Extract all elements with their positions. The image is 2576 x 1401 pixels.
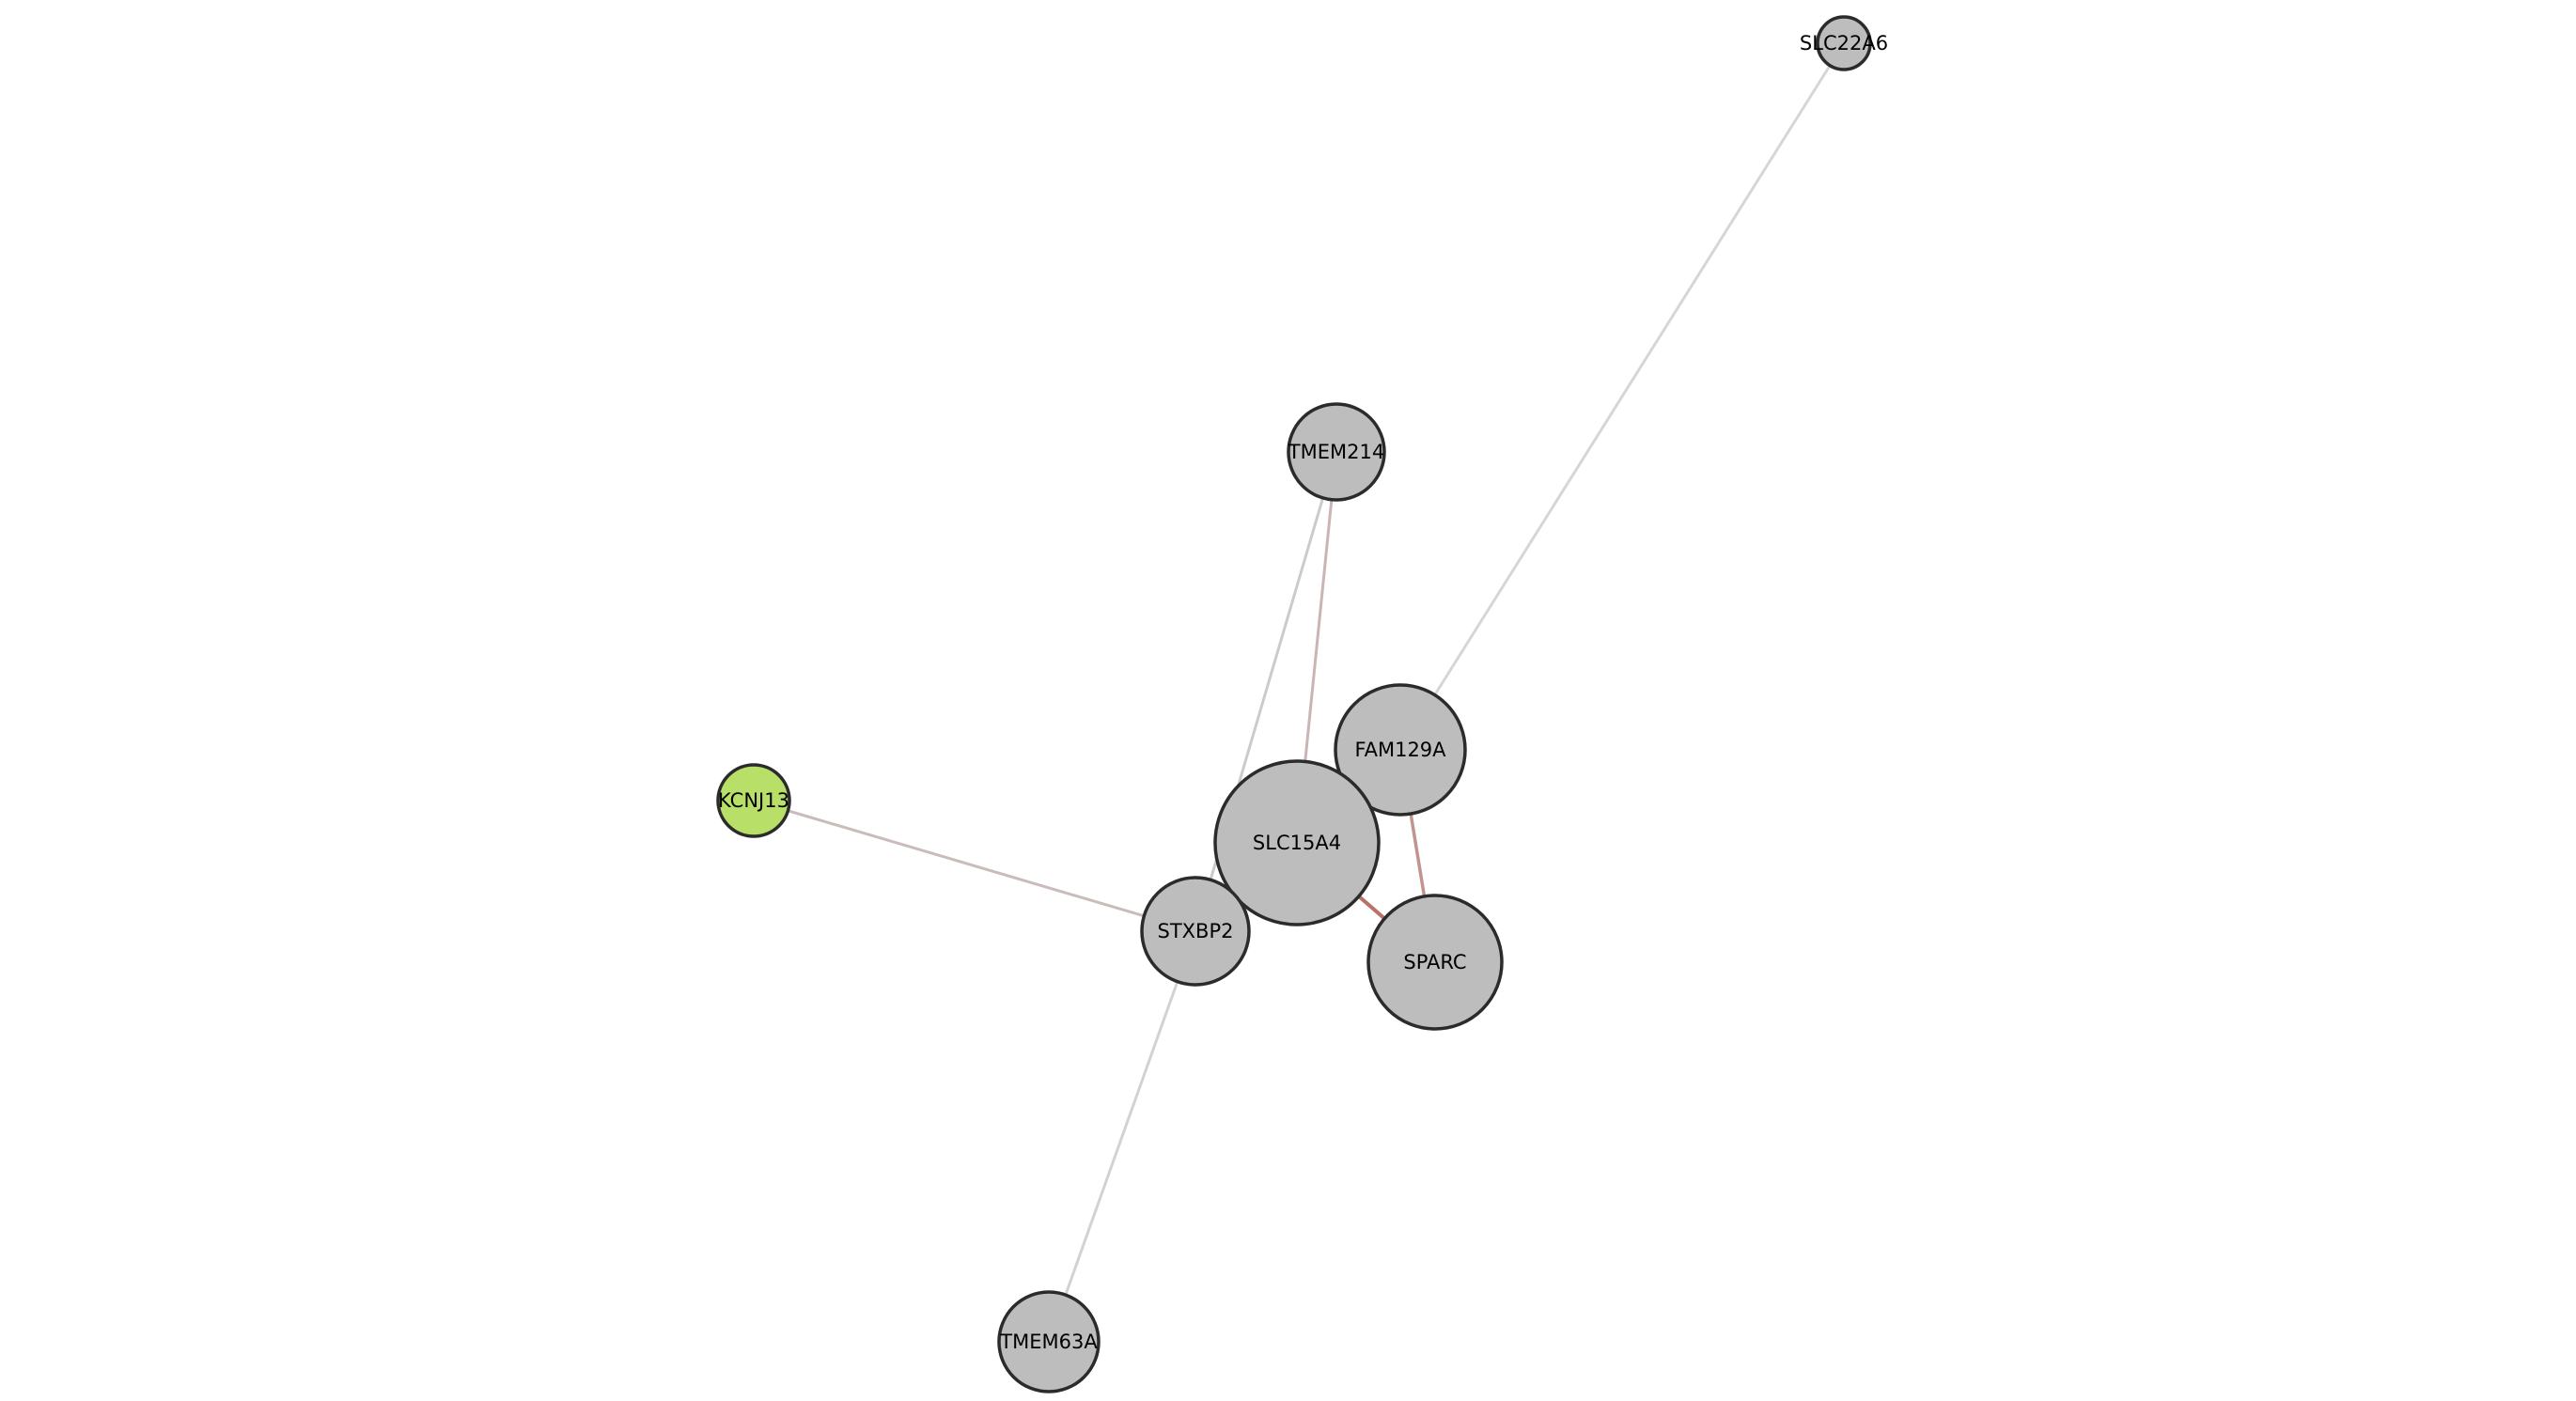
node-slc22a6[interactable]: SLC22A6 [1800, 15, 1888, 71]
node-label: TMEM63A [999, 1331, 1098, 1353]
node-circle[interactable] [1140, 876, 1251, 987]
node-label: SPARC [1403, 951, 1466, 973]
node-tmem63a[interactable]: TMEM63A [997, 1290, 1101, 1393]
node-circle[interactable] [1213, 759, 1381, 926]
node-circle[interactable] [1287, 402, 1386, 502]
edges-layer [752, 41, 1846, 1344]
node-label: TMEM214 [1288, 441, 1384, 463]
node-kcnj13[interactable]: KCNJ13 [716, 763, 791, 838]
node-label: KCNJ13 [718, 789, 789, 812]
node-circle[interactable] [1334, 683, 1467, 817]
node-sparc[interactable]: SPARC [1366, 894, 1504, 1031]
node-slc15a4[interactable]: SLC15A4 [1213, 759, 1381, 926]
node-label: STXBP2 [1158, 920, 1234, 942]
node-tmem214[interactable]: TMEM214 [1287, 402, 1386, 502]
node-label: SLC22A6 [1800, 32, 1888, 54]
node-circle[interactable] [1816, 15, 1872, 71]
nodes-layer: SLC22A6 TMEM214 FAM129A KCNJ13 SLC15A4 STXBP2… [716, 15, 1888, 1393]
node-circle[interactable] [1366, 894, 1504, 1031]
edge-slc22a6-fam129a[interactable] [1398, 41, 1846, 752]
node-circle[interactable] [997, 1290, 1101, 1393]
node-stxbp2[interactable]: STXBP2 [1140, 876, 1251, 987]
edge-stxbp2-tmem63a[interactable] [1047, 929, 1197, 1344]
node-fam129a[interactable]: FAM129A [1334, 683, 1467, 817]
node-label: SLC15A4 [1253, 832, 1341, 854]
node-label: FAM129A [1354, 739, 1446, 761]
edge-kcnj13-stxbp2[interactable] [752, 799, 1197, 933]
node-circle[interactable] [716, 763, 791, 838]
